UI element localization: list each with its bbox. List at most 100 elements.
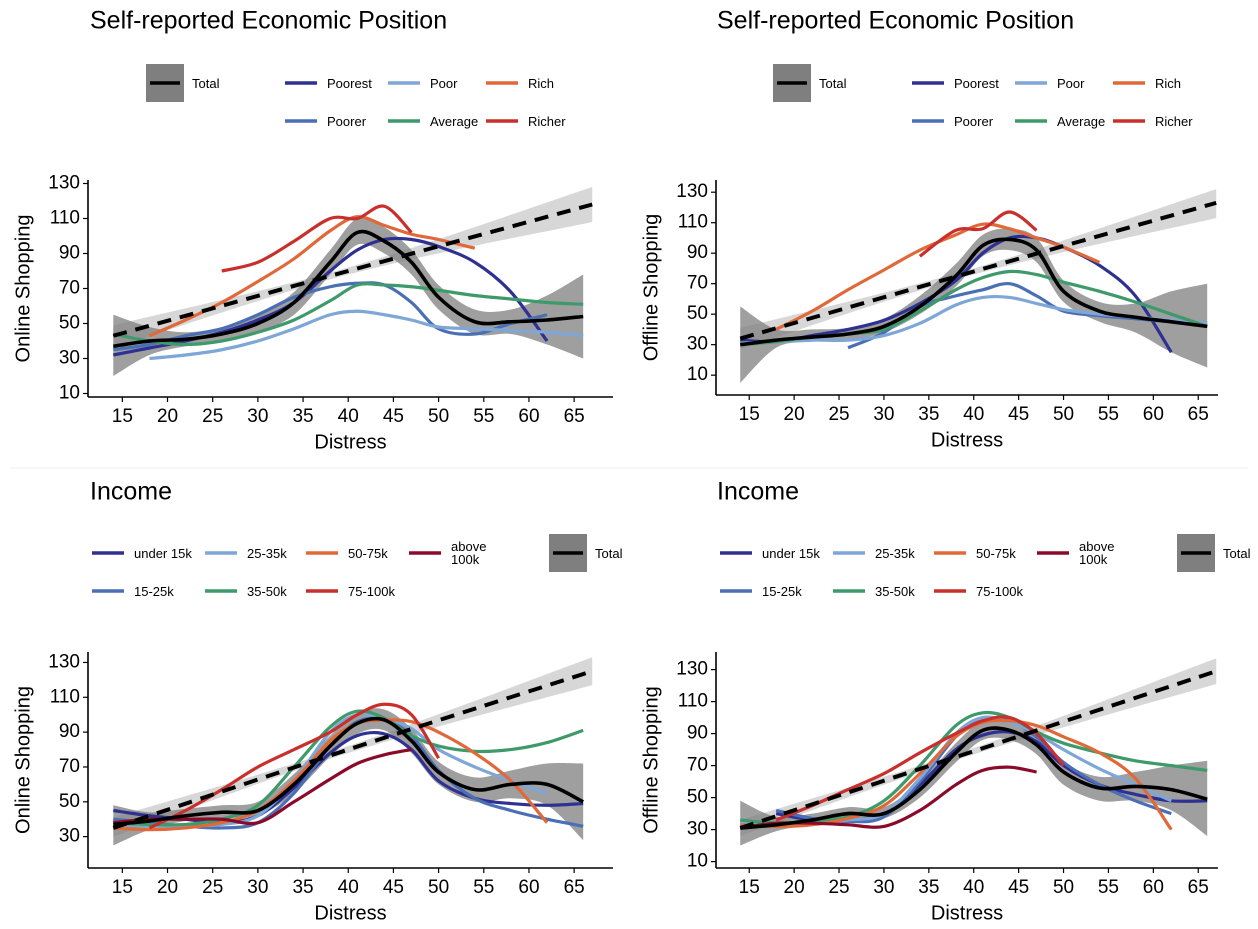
legend-label-box: Total (819, 77, 846, 90)
y-tick-label: 70 (687, 273, 708, 294)
x-tick-label: 25 (202, 406, 223, 427)
legend-label: 15-25k (134, 583, 174, 599)
x-tick-label: 30 (247, 877, 268, 898)
x-tick-label: 50 (1053, 877, 1074, 898)
x-tick-label: 45 (1008, 404, 1029, 425)
total-line (740, 726, 1208, 830)
legend-label-box: Average (430, 115, 478, 128)
x-axis-title: Distress (314, 431, 386, 453)
legend-label-box: 50-75k (348, 547, 388, 560)
legend-label: above 100k (451, 539, 487, 567)
x-tick-label: 55 (1098, 404, 1119, 425)
legend-label: 35-50k (247, 583, 287, 599)
fit-band (740, 189, 1217, 350)
x-tick-label: 45 (383, 877, 404, 898)
y-tick-label: 110 (50, 686, 80, 707)
legend-label: 25-35k (875, 545, 915, 561)
x-tick-label: 15 (739, 404, 760, 425)
legend-label-box: 35-50k (875, 583, 915, 599)
fit-band (113, 657, 593, 837)
x-axis-title: Distress (931, 429, 1003, 451)
legend-label-box: Rich (528, 77, 554, 90)
legend-label: Total (1223, 545, 1251, 561)
x-tick-label: 60 (1143, 404, 1164, 425)
series-line (149, 309, 584, 361)
x-tick-label: 35 (918, 404, 939, 425)
series-line (112, 282, 584, 347)
y-tick-label: 30 (59, 348, 80, 369)
legend-label-box: Poor (1057, 77, 1084, 90)
chart-title: Self-reported Economic Position (90, 7, 447, 35)
legend-label-box: under 15k (762, 547, 820, 560)
y-tick-label: 50 (59, 313, 80, 334)
x-axis-title: Distress (314, 902, 386, 924)
x-tick-label: 55 (473, 877, 494, 898)
y-tick-label: 10 (59, 383, 80, 404)
y-tick-label: 110 (50, 208, 80, 229)
x-tick-label: 65 (564, 877, 585, 898)
legend-label: Total (192, 75, 220, 91)
y-tick-label: 90 (687, 242, 708, 263)
y-tick-label: 50 (687, 303, 708, 324)
x-tick-label: 30 (873, 404, 894, 425)
x-tick-label: 25 (828, 404, 849, 425)
series-line (740, 234, 1173, 354)
legend-label-box: 75-100k (348, 583, 395, 599)
legend-label: Poor (430, 75, 458, 91)
fit-band (113, 187, 593, 348)
legend-label: 75-100k (348, 583, 395, 599)
x-tick-label: 55 (1098, 877, 1119, 898)
legend-label-box: Poorest (327, 77, 372, 90)
legend-label: Richer (1155, 113, 1193, 129)
chart-title: Income (717, 478, 799, 506)
legend-label-box: above 100k (451, 539, 487, 567)
legend-label: Poorer (954, 113, 994, 129)
legend-label-box: Average (1057, 115, 1105, 128)
x-tick-label: 35 (918, 877, 939, 898)
series-line (113, 718, 549, 832)
series-line (113, 709, 584, 827)
chart-title: Income (90, 478, 172, 506)
series-line (148, 702, 440, 830)
y-tick-label: 70 (687, 755, 708, 776)
legend-label: 35-50k (875, 583, 915, 599)
x-tick-label: 20 (784, 404, 805, 425)
total-band (113, 217, 584, 376)
y-tick-label: 30 (59, 826, 80, 847)
x-tick-label: 50 (428, 877, 449, 898)
x-tick-label: 25 (202, 877, 223, 898)
legend-label-box: Poorest (954, 77, 999, 90)
legend-label-box: Total (192, 75, 220, 91)
x-tick-label: 30 (873, 877, 894, 898)
y-tick-label: 90 (59, 721, 80, 742)
legend-label-box: 25-35k (875, 545, 915, 561)
y-tick-label: 70 (59, 756, 80, 777)
legend-label: above 100k (1079, 539, 1115, 567)
y-tick-label: 110 (678, 691, 708, 712)
x-tick-label: 65 (1188, 877, 1209, 898)
fit-line (112, 202, 593, 338)
legend-label-box: Poorer (327, 115, 366, 128)
legend-label-box: Total (595, 545, 623, 561)
fit-line (112, 669, 593, 830)
series-line (113, 281, 548, 352)
legend-label-box: 35-50k (247, 583, 287, 599)
x-tick-label: 50 (428, 406, 449, 427)
x-tick-label: 55 (473, 406, 494, 427)
x-tick-label: 50 (1053, 404, 1074, 425)
x-tick-label: 20 (157, 877, 178, 898)
total-line (113, 716, 584, 827)
y-axis-title: Offline Shopping (640, 214, 662, 362)
x-tick-label: 25 (828, 877, 849, 898)
y-axis-title: Online Shopping (12, 686, 34, 834)
x-tick-label: 60 (518, 877, 539, 898)
y-tick-label: 130 (676, 659, 708, 680)
legend-label: 25-35k (247, 545, 287, 561)
y-tick-label: 50 (59, 791, 80, 812)
y-tick-label: 30 (687, 334, 708, 355)
y-tick-label: 70 (59, 278, 80, 299)
legend-label: Total (595, 545, 623, 561)
legend-label: 15-25k (762, 583, 802, 599)
x-tick-label: 30 (247, 406, 268, 427)
